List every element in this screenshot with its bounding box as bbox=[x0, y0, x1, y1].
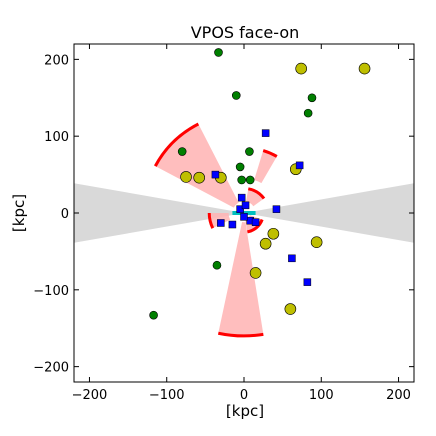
cone-arc-6 bbox=[246, 218, 264, 234]
point-blue-square bbox=[237, 193, 246, 202]
x-tick-label: 100 bbox=[309, 388, 334, 403]
cone-wedge-1 bbox=[155, 124, 239, 208]
cone-arc-2 bbox=[262, 149, 278, 158]
cone-wedge-2 bbox=[254, 150, 277, 184]
point-yellow-circle bbox=[193, 171, 205, 184]
point-blue-square bbox=[217, 219, 225, 227]
cone-wedge-3 bbox=[218, 222, 264, 336]
point-blue-square bbox=[228, 220, 237, 229]
point-yellow-circle bbox=[310, 236, 323, 248]
x-axis-label: [kpc] bbox=[226, 402, 264, 420]
point-yellow-circle bbox=[267, 227, 280, 240]
plot-content bbox=[74, 48, 414, 338]
y-tick-label: −200 bbox=[33, 361, 69, 376]
point-green-circle bbox=[245, 147, 254, 156]
point-blue-square bbox=[240, 213, 248, 221]
point-yellow-circle bbox=[259, 237, 272, 250]
cone-arc-3 bbox=[217, 331, 264, 338]
point-green-circle bbox=[237, 175, 246, 185]
point-blue-square bbox=[295, 161, 304, 170]
point-green-circle bbox=[235, 162, 245, 172]
point-blue-square bbox=[261, 129, 270, 137]
point-green-circle bbox=[214, 48, 223, 57]
cone-arc-5 bbox=[207, 212, 215, 229]
point-blue-square bbox=[211, 170, 220, 179]
point-blue-square bbox=[288, 254, 296, 263]
cone-arc-4 bbox=[247, 187, 266, 200]
point-blue-square bbox=[272, 205, 281, 213]
point-yellow-circle bbox=[295, 62, 307, 75]
x-tick-label: −100 bbox=[149, 388, 185, 403]
y-axis-label: [kpc] bbox=[10, 194, 28, 232]
cone-wedge-4 bbox=[246, 188, 265, 207]
y-tick-label: 0 bbox=[61, 207, 69, 222]
point-yellow-circle bbox=[180, 171, 192, 183]
point-blue-square bbox=[251, 218, 260, 226]
point-green-circle bbox=[149, 310, 158, 320]
point-green-circle bbox=[245, 175, 255, 185]
point-blue-square bbox=[236, 205, 244, 213]
point-blue-square bbox=[241, 201, 250, 210]
point-green-circle bbox=[307, 93, 317, 103]
x-tick-label: −200 bbox=[72, 388, 108, 403]
point-blue-square bbox=[303, 278, 312, 286]
y-tick-label: 100 bbox=[44, 130, 69, 145]
point-yellow-circle bbox=[358, 62, 371, 75]
point-green-circle bbox=[303, 108, 313, 118]
point-green-circle bbox=[212, 260, 222, 270]
x-tick-label: 200 bbox=[386, 388, 411, 403]
point-yellow-circle bbox=[284, 303, 297, 315]
plot-area: −200 −100 0 100 200 −200 −100 0 100 200 bbox=[33, 43, 415, 403]
x-tick-label: 0 bbox=[240, 388, 248, 403]
cone-arc-1 bbox=[153, 122, 200, 167]
y-tick-label: 200 bbox=[44, 53, 69, 68]
point-green-circle bbox=[177, 147, 187, 156]
chart-title: VPOS face-on bbox=[191, 23, 300, 42]
y-tick-label: −100 bbox=[33, 284, 69, 299]
point-yellow-circle bbox=[249, 267, 262, 279]
point-green-circle bbox=[231, 91, 241, 100]
